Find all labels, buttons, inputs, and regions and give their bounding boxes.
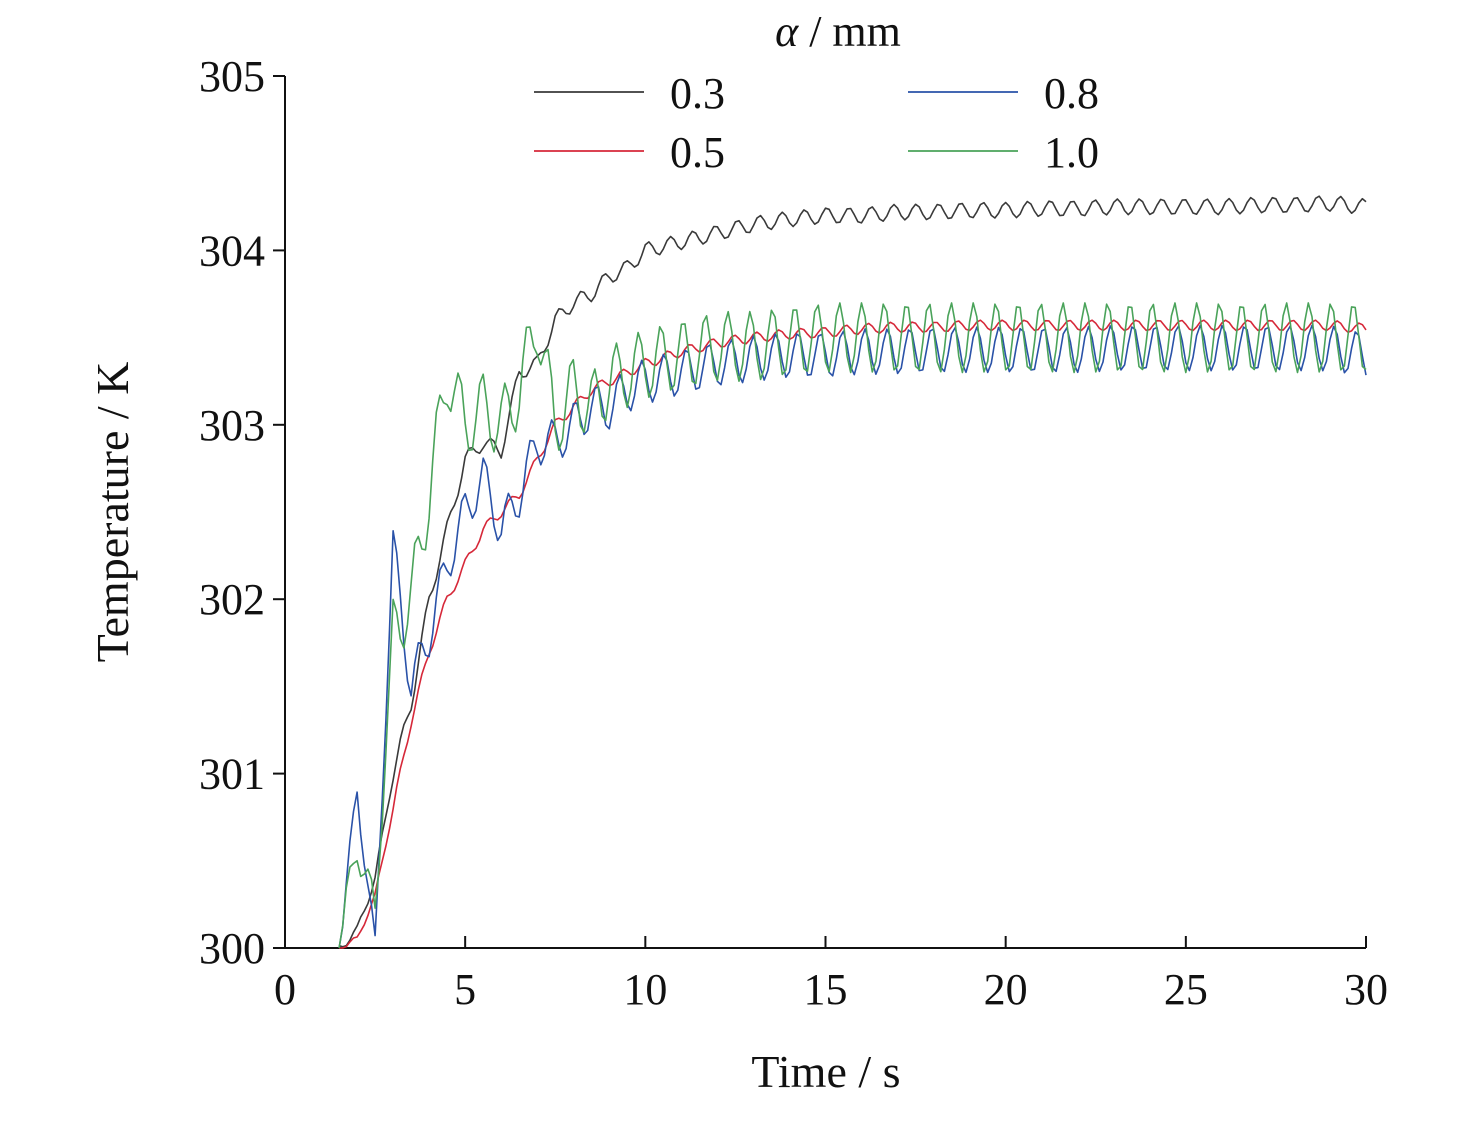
legend-label-0.8: 0.8 <box>1044 69 1099 118</box>
legend-label-0.5: 0.5 <box>670 128 725 177</box>
y-tick-label: 300 <box>199 924 265 973</box>
series-line-0.3 <box>338 195 1367 948</box>
legend: α / mm 0.3 0.5 0.8 1.0 <box>534 7 1099 177</box>
x-tick-label: 15 <box>804 965 848 1014</box>
y-tick-label: 305 <box>199 52 265 101</box>
x-ticks: 0 5 10 15 20 25 30 <box>274 936 1388 1014</box>
x-axis-title: Time / s <box>751 1046 900 1097</box>
series-line-0.8 <box>338 324 1367 949</box>
y-tick-label: 302 <box>199 575 265 624</box>
y-tick-label: 304 <box>199 226 265 275</box>
legend-label-0.3: 0.3 <box>670 69 725 118</box>
legend-title-symbol: α <box>775 7 799 56</box>
y-tick-label: 303 <box>199 401 265 450</box>
series-line-0.5 <box>339 319 1367 949</box>
x-tick-label: 30 <box>1344 965 1388 1014</box>
y-ticks: 300 301 302 303 304 305 <box>199 52 285 973</box>
y-tick-label: 301 <box>199 750 265 799</box>
legend-title-unit: / mm <box>798 7 901 56</box>
x-tick-label: 10 <box>623 965 667 1014</box>
series-line-1.0 <box>338 302 1367 949</box>
x-tick-label: 0 <box>274 965 296 1014</box>
y-axis-title: Temperature / K <box>87 362 138 663</box>
x-tick-label: 5 <box>454 965 476 1014</box>
x-tick-label: 20 <box>984 965 1028 1014</box>
x-tick-label: 25 <box>1164 965 1208 1014</box>
legend-title: α / mm <box>775 7 901 56</box>
legend-label-1.0: 1.0 <box>1044 128 1099 177</box>
series-group <box>338 195 1367 949</box>
